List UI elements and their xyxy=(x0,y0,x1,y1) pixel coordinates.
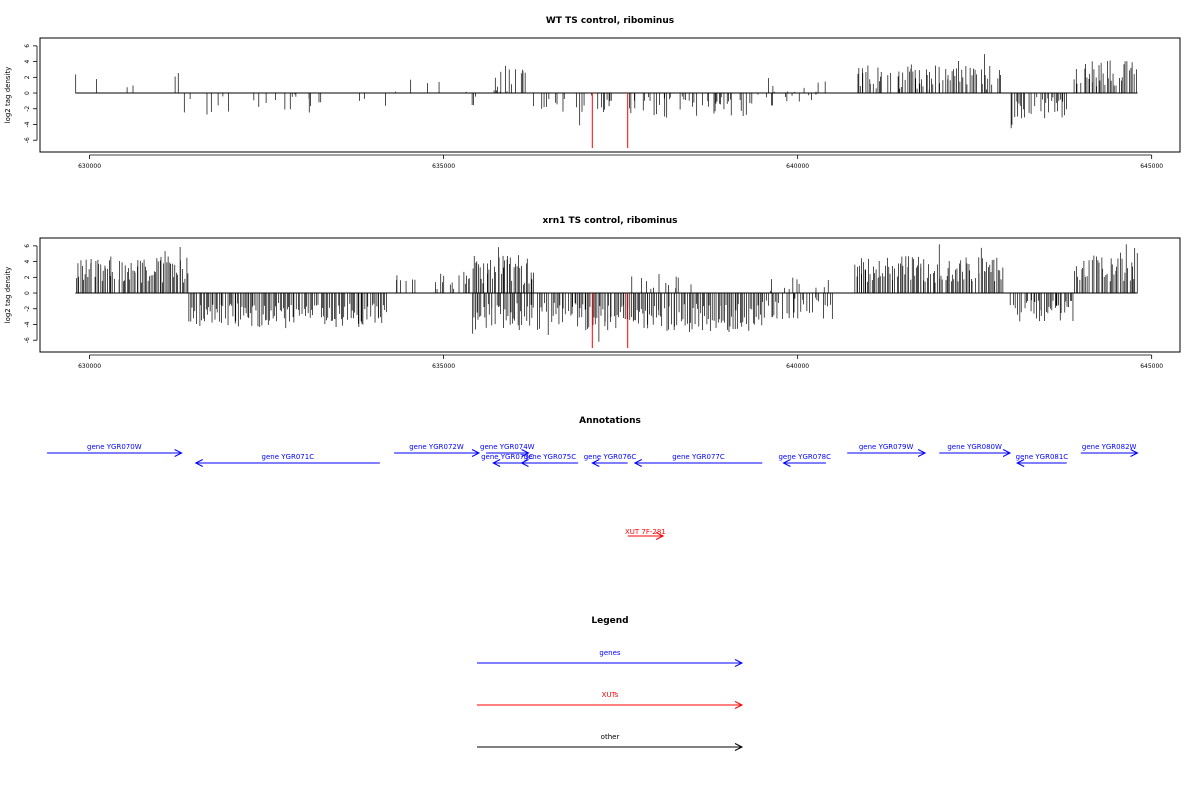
gene-feature[interactable]: gene YGR073C xyxy=(481,453,534,467)
axes: 6 4 2 0 -2 -4 -6 630000 635000 640000 645000 xyxy=(24,244,1163,370)
y-tick-label: -2 xyxy=(24,106,31,112)
xut-feature[interactable]: XUT 7F-281 xyxy=(625,528,666,540)
y-tick-label: 4 xyxy=(24,60,31,64)
y-axis-label: log2 tag density xyxy=(4,267,12,324)
y-tick-label: 0 xyxy=(24,291,31,295)
y-tick-label: -6 xyxy=(24,137,31,143)
gene-label: gene YGR072W xyxy=(409,443,464,451)
y-tick-label: 6 xyxy=(24,244,31,248)
x-tick-label: 630000 xyxy=(78,363,101,370)
y-tick-label: 2 xyxy=(24,75,31,79)
gene-arrow-head xyxy=(521,449,530,457)
panel-title: xrn1 TS control, ribominus xyxy=(542,216,677,226)
annotation-tracks: gene YGR070W gene YGR071C gene YGR072W gene… xyxy=(47,443,1139,540)
gene-label: gene YGR071C xyxy=(262,453,315,461)
plot-frame xyxy=(39,237,1181,353)
xut-arrow-head xyxy=(655,532,665,540)
axes: 6 4 2 0 -2 -4 -6 630000 635000 640000 645000 xyxy=(24,44,1163,170)
gene-feature[interactable]: gene YGR082W xyxy=(1080,443,1139,457)
gene-feature[interactable]: gene YGR074W xyxy=(480,443,535,457)
gene-label: gene YGR073C xyxy=(481,453,534,461)
gene-arrow-head xyxy=(591,459,600,467)
panel-xrn1: xrn1 TS control, ribominus log2 tag dens… xyxy=(4,216,1181,370)
gene-feature[interactable]: gene YGR070W xyxy=(47,443,183,457)
y-tick-label: 4 xyxy=(24,260,31,264)
x-tick-label: 640000 xyxy=(786,363,809,370)
y-tick-label: -6 xyxy=(24,337,31,343)
legend-label: XUTs xyxy=(602,691,619,699)
legend-title: Legend xyxy=(591,616,628,626)
x-tick-label: 630000 xyxy=(78,163,101,170)
gene-label: gene YGR078C xyxy=(778,453,831,461)
annotations-title: Annotations xyxy=(579,416,641,426)
gene-arrow-head xyxy=(1130,449,1139,457)
gene-feature[interactable]: gene YGR078C xyxy=(778,453,831,467)
x-tick-label: 635000 xyxy=(432,163,455,170)
y-tick-label: -4 xyxy=(24,121,31,127)
gene-feature[interactable]: gene YGR075C xyxy=(520,453,579,467)
gene-label: gene YGR080W xyxy=(947,443,1002,451)
gene-arrow-head xyxy=(520,459,529,467)
legend-entry-genes: genes xyxy=(477,649,744,667)
y-tick-label: -4 xyxy=(24,321,31,327)
gene-feature[interactable]: gene YGR081C xyxy=(1016,453,1069,467)
legend-entries: genes XUTs other xyxy=(477,649,744,751)
gene-feature[interactable]: gene YGR071C xyxy=(194,453,380,467)
gene-arrow-head xyxy=(471,449,481,457)
legend-label: genes xyxy=(599,649,620,657)
x-tick-label: 645000 xyxy=(1140,363,1163,370)
gene-feature[interactable]: gene YGR077C xyxy=(633,453,763,467)
legend-arrow-head xyxy=(734,701,744,709)
gene-label: gene YGR082W xyxy=(1082,443,1137,451)
y-tick-label: 0 xyxy=(24,91,31,95)
legend-arrow-head xyxy=(734,743,744,751)
gene-feature[interactable]: gene YGR072W xyxy=(394,443,481,457)
gene-arrow-head xyxy=(174,449,183,457)
gene-arrow-head xyxy=(1002,449,1012,457)
legend-label: other xyxy=(601,733,620,741)
gene-label: gene YGR081C xyxy=(1016,453,1069,461)
gene-label: gene YGR079W xyxy=(859,443,914,451)
panel-title: WT TS control, ribominus xyxy=(546,16,674,26)
gene-arrow-head xyxy=(1016,459,1025,467)
y-tick-label: 2 xyxy=(24,275,31,279)
gene-feature[interactable]: gene YGR076C xyxy=(584,453,637,467)
x-tick-label: 640000 xyxy=(786,163,809,170)
gene-label: gene YGR076C xyxy=(584,453,637,461)
gene-arrow-head xyxy=(917,449,927,457)
x-tick-label: 635000 xyxy=(432,363,455,370)
y-axis-label: log2 tag density xyxy=(4,67,12,124)
gene-feature[interactable]: gene YGR080W xyxy=(939,443,1012,457)
gene-label: gene YGR074W xyxy=(480,443,535,451)
gene-label: gene YGR075C xyxy=(524,453,577,461)
xut-label: XUT 7F-281 xyxy=(625,528,666,536)
legend-panel: Legend genes XUTs other xyxy=(477,616,744,751)
y-tick-label: -2 xyxy=(24,306,31,312)
panel-wt: WT TS control, ribominus log2 tag densit… xyxy=(4,16,1181,170)
gene-arrow-head xyxy=(194,459,204,467)
legend-arrow-head xyxy=(734,659,744,667)
data-bars xyxy=(75,54,1138,149)
gene-arrow-head xyxy=(782,459,791,467)
gene-label: gene YGR077C xyxy=(672,453,725,461)
gene-feature[interactable]: gene YGR079W xyxy=(847,443,927,457)
legend-entry-xuts: XUTs xyxy=(477,691,744,709)
data-bars xyxy=(75,244,1138,349)
plot-frame xyxy=(39,37,1181,153)
x-tick-label: 645000 xyxy=(1140,163,1163,170)
gene-arrow-head xyxy=(492,459,501,467)
gene-label: gene YGR070W xyxy=(87,443,142,451)
legend-entry-other: other xyxy=(477,733,744,751)
y-tick-label: 6 xyxy=(24,44,31,48)
gene-arrow-head xyxy=(633,459,643,467)
